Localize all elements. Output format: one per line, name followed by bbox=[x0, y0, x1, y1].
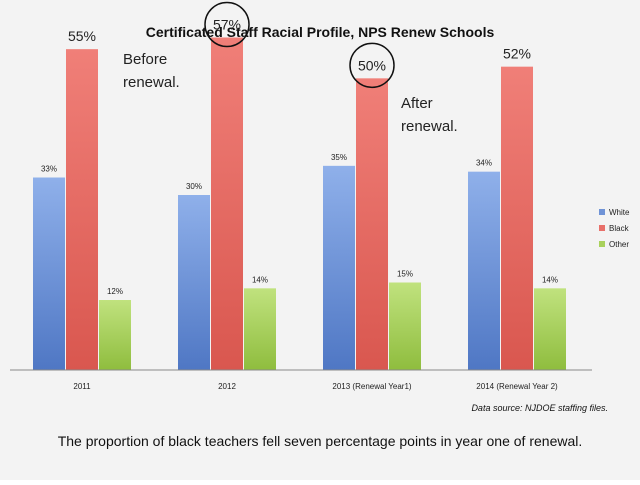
data-label-white-2: 35% bbox=[331, 153, 347, 162]
legend-label-white: White bbox=[609, 208, 630, 217]
data-label-other-1: 14% bbox=[252, 275, 268, 284]
data-source-note: Data source: NJDOE staffing files. bbox=[471, 403, 608, 413]
bar-white-2 bbox=[323, 165, 355, 370]
x-tick-label-0: 2011 bbox=[73, 382, 91, 391]
x-tick-label-2: 2013 (Renewal Year1) bbox=[332, 382, 412, 391]
bar-black-2 bbox=[356, 78, 388, 370]
data-label-white-3: 34% bbox=[476, 159, 492, 168]
data-label-other-2: 15% bbox=[397, 270, 413, 279]
legend-label-other: Other bbox=[609, 240, 629, 249]
annotation-after-line1: After bbox=[401, 95, 433, 112]
data-label-black-0: 55% bbox=[68, 28, 96, 44]
data-label-white-0: 33% bbox=[41, 165, 57, 174]
annotation-before-line2: renewal. bbox=[123, 74, 180, 91]
bar-white-0 bbox=[33, 177, 65, 370]
annotation-before-line1: Before bbox=[123, 51, 167, 68]
chart-title: Certificated Staff Racial Profile, NPS R… bbox=[146, 24, 495, 40]
bar-black-1 bbox=[211, 37, 243, 370]
legend-swatch-other bbox=[599, 241, 605, 247]
bar-white-1 bbox=[178, 195, 210, 370]
data-label-white-1: 30% bbox=[186, 182, 202, 191]
highlight-circle-1 bbox=[204, 1, 250, 48]
x-tick-label-3: 2014 (Renewal Year 2) bbox=[476, 382, 558, 391]
highlight-circle-2 bbox=[349, 42, 395, 89]
legend-label-black: Black bbox=[609, 224, 630, 233]
data-label-black-1: 57% bbox=[213, 17, 241, 33]
legend-swatch-black bbox=[599, 225, 605, 231]
annotation-after-line2: renewal. bbox=[401, 118, 458, 135]
legend-swatch-white bbox=[599, 209, 605, 215]
data-label-other-0: 12% bbox=[107, 287, 123, 296]
data-label-other-3: 14% bbox=[542, 275, 558, 284]
bar-black-0 bbox=[66, 49, 98, 371]
x-tick-label-1: 2012 bbox=[218, 382, 236, 391]
bar-other-2 bbox=[389, 282, 421, 370]
data-label-black-2: 50% bbox=[358, 57, 386, 73]
data-label-black-3: 52% bbox=[503, 46, 531, 62]
bar-white-3 bbox=[468, 171, 500, 370]
legend: White Black Other bbox=[599, 208, 630, 249]
bar-other-3 bbox=[534, 288, 566, 370]
bar-black-3 bbox=[501, 66, 533, 371]
caption: The proportion of black teachers fell se… bbox=[58, 433, 583, 449]
bar-other-1 bbox=[244, 288, 276, 370]
bar-other-0 bbox=[99, 300, 131, 370]
plot-area: 33% 55% 12% 2011 30% 57% 14% 2012 35% 50% 15% 2013 … bbox=[33, 1, 566, 391]
